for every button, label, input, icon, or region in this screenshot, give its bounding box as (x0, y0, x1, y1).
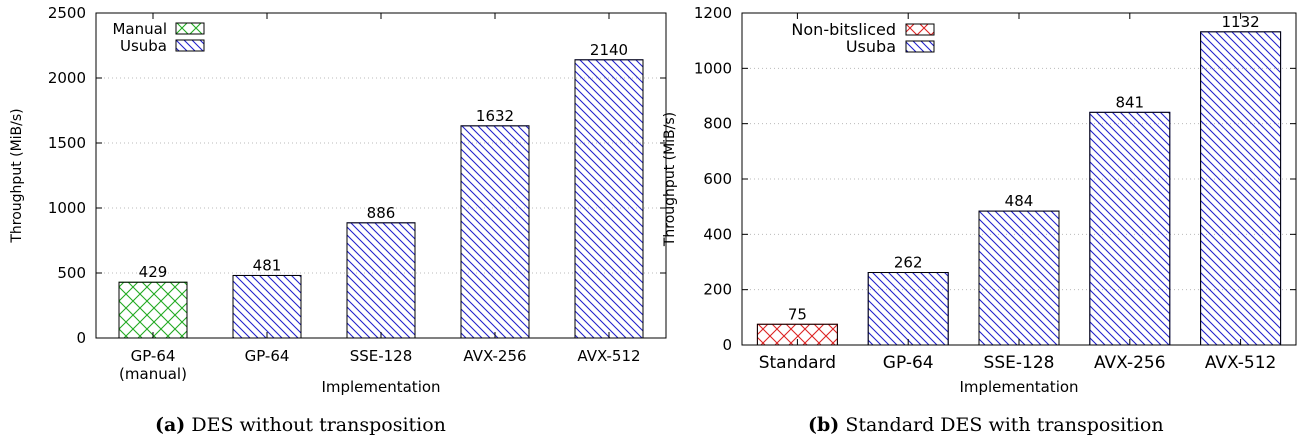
y-tick-label: 2500 (48, 4, 86, 22)
y-tick-label: 1000 (48, 199, 86, 217)
x-axis-label: Implementation (959, 378, 1078, 396)
legend-label: Non-bitsliced (791, 20, 896, 39)
x-tick-label: AVX-256 (1094, 353, 1166, 373)
chart-a: 05001000150020002500429GP-64(manual)481G… (9, 4, 667, 396)
legend-swatch-outline (175, 39, 205, 52)
data-label: 1632 (476, 107, 514, 125)
x-tick-label: GP-64 (131, 347, 176, 365)
y-tick-label: 0 (76, 329, 86, 347)
legend-swatch-outline (175, 22, 205, 35)
data-label: 886 (367, 204, 396, 222)
y-tick-label: 1500 (48, 134, 86, 152)
y-tick-label: 500 (57, 264, 86, 282)
x-tick-label: AVX-256 (463, 347, 526, 365)
data-label: 429 (139, 263, 168, 281)
caption-a: (a) DES without transposition (155, 414, 446, 436)
y-tick-label: 1000 (694, 59, 732, 77)
data-label: 262 (894, 254, 923, 272)
data-label: 484 (1005, 192, 1034, 210)
plot-frame (95, 12, 667, 339)
y-tick-label: 400 (703, 225, 732, 243)
data-label: 841 (1115, 93, 1144, 111)
data-label: 1132 (1222, 13, 1260, 31)
legend-swatch (175, 22, 205, 35)
x-tick-label: SSE-128 (984, 353, 1055, 373)
x-axis-label: Implementation (321, 378, 440, 396)
legend-swatch (905, 23, 935, 36)
legend-label: Usuba (120, 37, 167, 55)
data-label: 75 (788, 305, 807, 323)
legend-swatch-outline (905, 40, 935, 53)
legend-swatch-outline (905, 23, 935, 36)
y-tick-label: 0 (722, 336, 732, 354)
legend-label: Usuba (846, 37, 896, 56)
bar (1089, 111, 1171, 346)
y-tick-label: 1200 (694, 4, 732, 22)
legend-label: Manual (112, 20, 167, 38)
bar (232, 274, 302, 339)
bar (574, 59, 644, 339)
y-tick-label: 800 (703, 115, 732, 133)
x-tick-label: SSE-128 (350, 347, 413, 365)
plot-frame (741, 12, 1297, 346)
caption-a-text: DES without transposition (191, 414, 446, 436)
legend-swatch (175, 39, 205, 52)
x-tick-label: Standard (759, 353, 836, 373)
y-tick-label: 600 (703, 170, 732, 188)
data-label: 481 (253, 256, 282, 274)
y-axis-label: Throughput (MiB/s) (9, 108, 25, 243)
legend-swatch (905, 40, 935, 53)
y-tick-label: 2000 (48, 69, 86, 87)
x-tick-label: AVX-512 (1205, 353, 1277, 373)
y-tick-label: 200 (703, 281, 732, 299)
caption-b-tag: (b) (808, 414, 840, 436)
bar (118, 281, 188, 339)
caption-a-tag: (a) (155, 414, 186, 436)
x-tick-label: GP-64 (245, 347, 290, 365)
bar (978, 210, 1060, 346)
bar (346, 222, 416, 339)
data-label: 2140 (590, 41, 628, 59)
x-tick-label: AVX-512 (577, 347, 640, 365)
bar (867, 272, 949, 346)
caption-b-text: Standard DES with transposition (845, 414, 1164, 436)
x-tick-label: GP-64 (883, 353, 934, 373)
bar (460, 125, 530, 339)
x-tick-label: (manual) (119, 365, 187, 383)
chart-b: 0 200 400 600 800 1000 1200 75 Standard 262 GP-64 4… (662, 4, 1297, 396)
y-axis-label: Throughput (MiB/s) (662, 112, 678, 247)
caption-b: (b) Standard DES with transposition (808, 414, 1164, 436)
bar (1200, 31, 1282, 346)
